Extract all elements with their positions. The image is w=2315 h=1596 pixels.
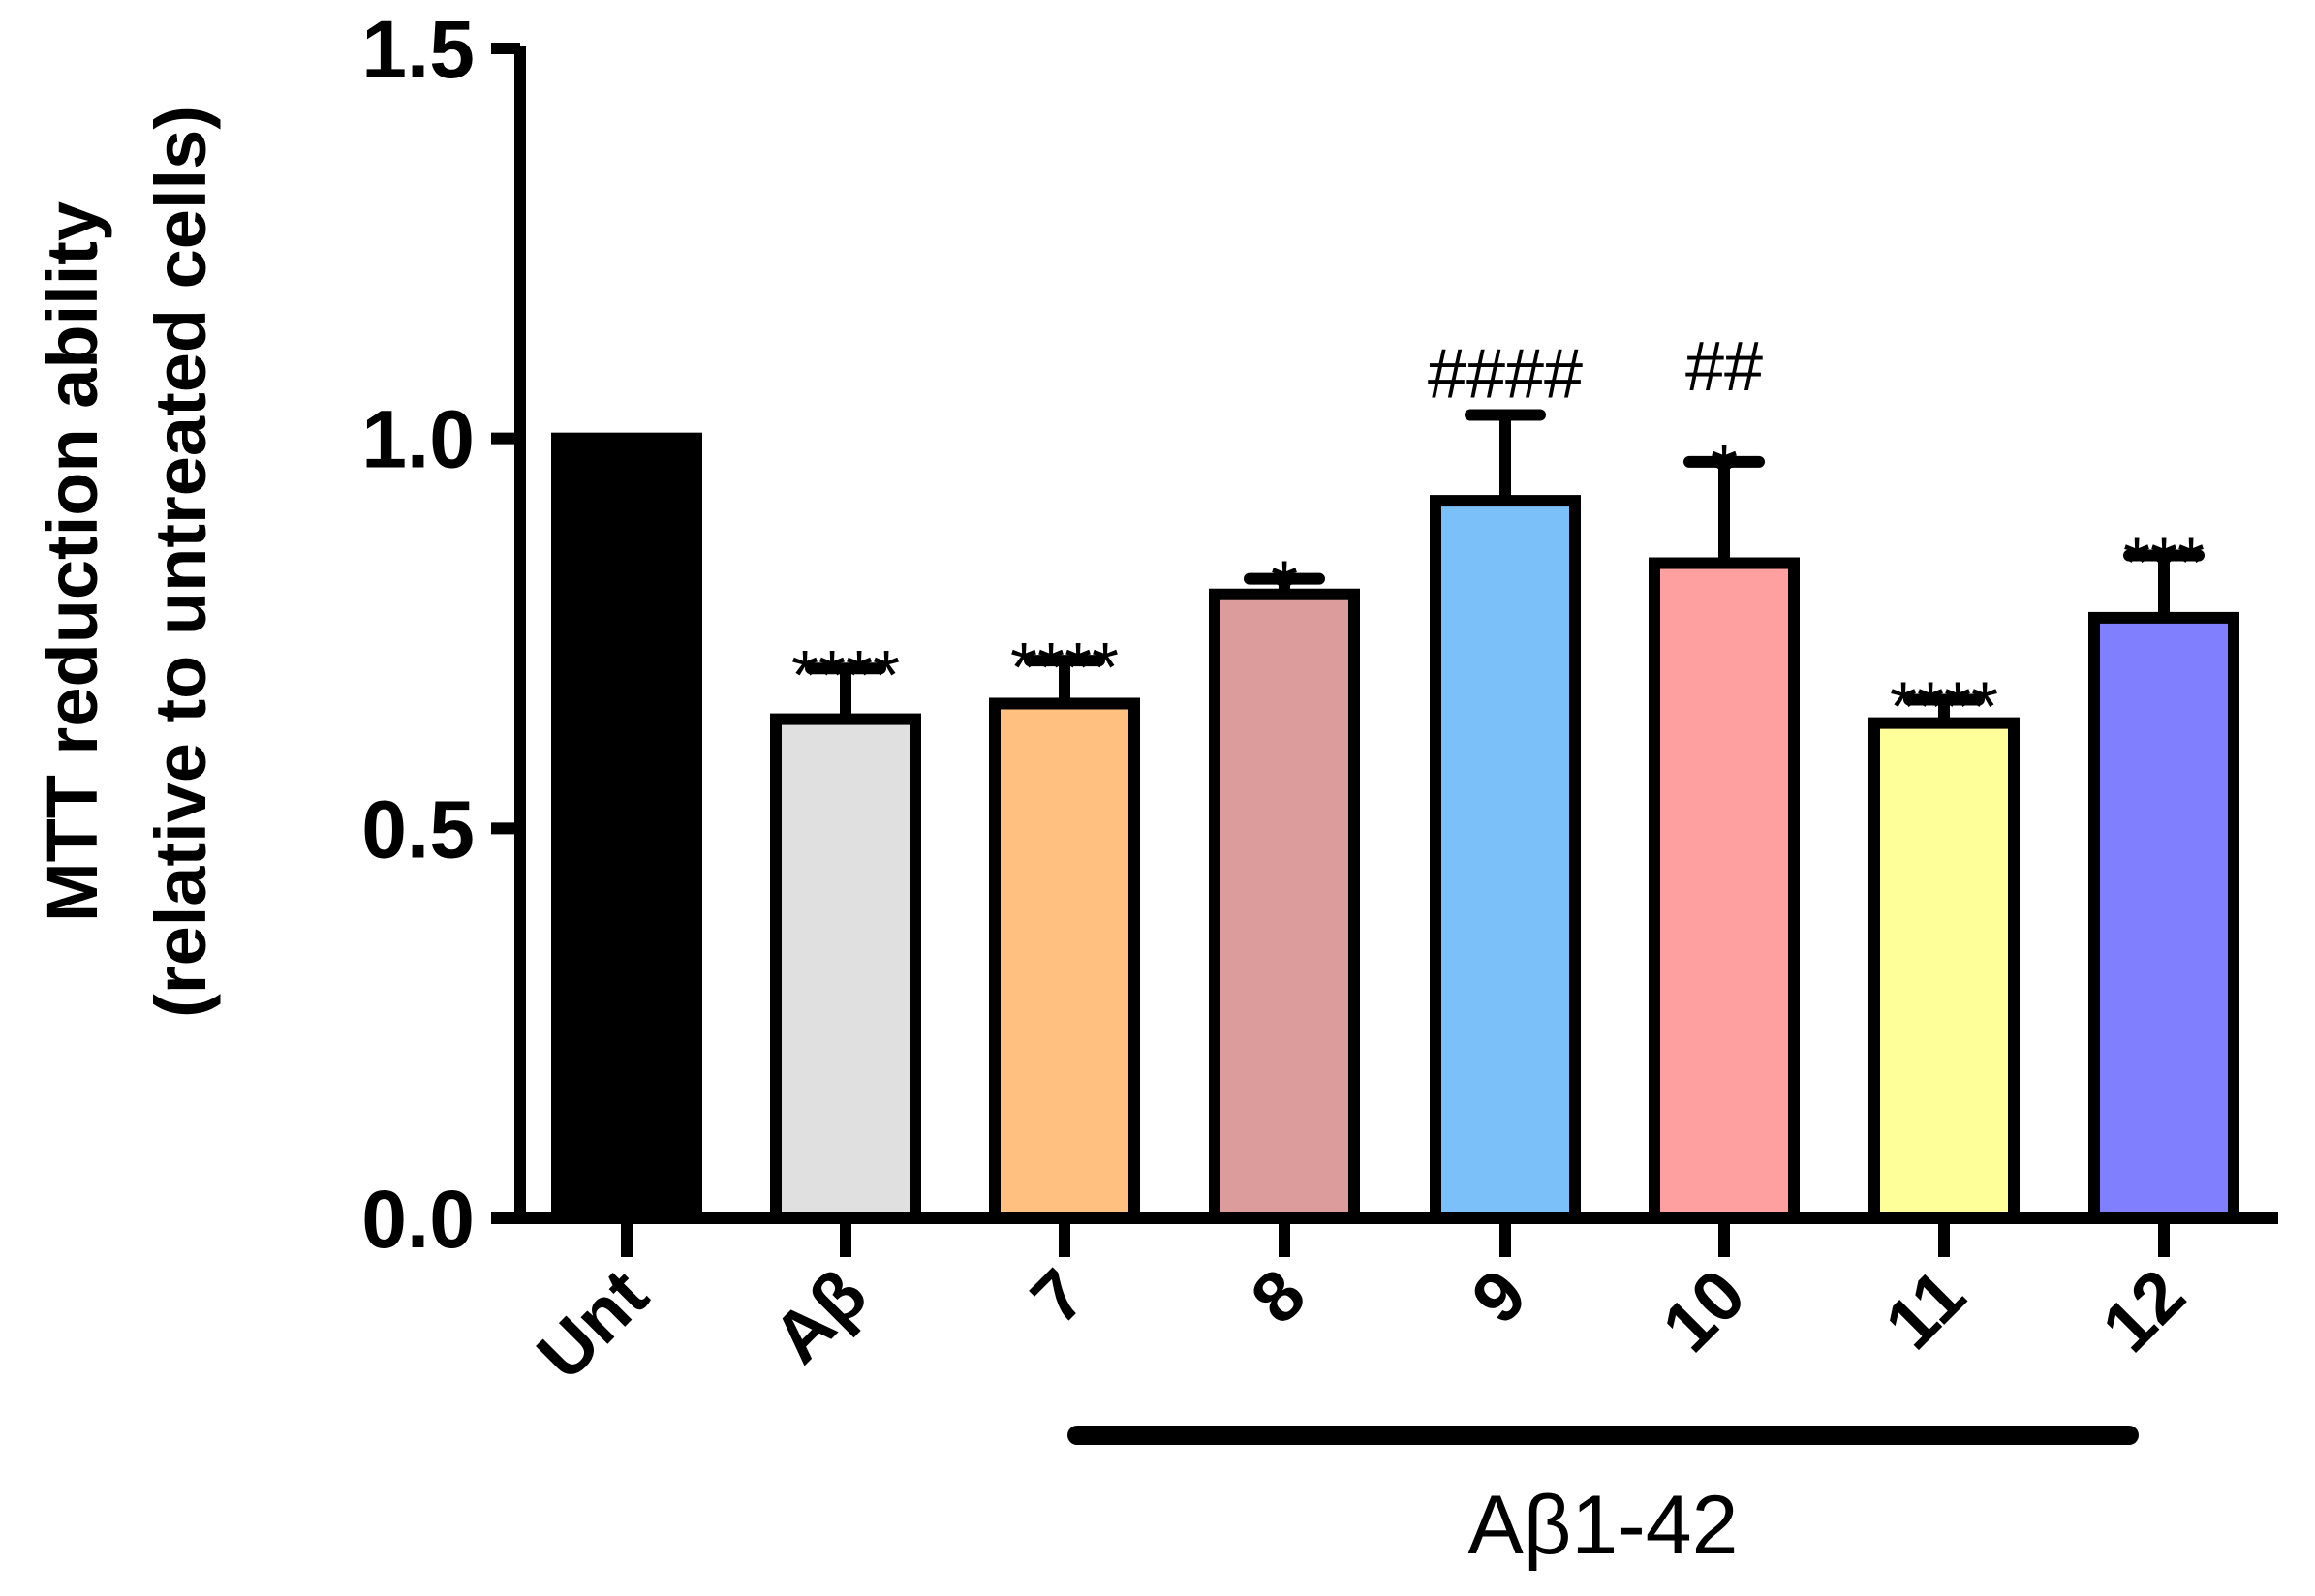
y-tick-label: 0.0: [361, 1174, 475, 1265]
x-tick-label-Aβ: Aβ: [757, 1254, 881, 1378]
y-tick-label: 1.0: [361, 394, 475, 485]
bar-10: [1654, 564, 1794, 1218]
bar-Unt: [557, 439, 696, 1218]
bar-8: [1215, 595, 1354, 1218]
y-axis-label: MTT reduction ability (relative to untre…: [32, 106, 221, 1018]
bar-chart: MTT reduction ability (relative to untre…: [0, 0, 2315, 1596]
bar-Aβ: [776, 720, 915, 1218]
bar-7: [995, 703, 1134, 1218]
x-tick-label-Unt: Unt: [521, 1254, 663, 1396]
significance-hash: ##: [1685, 328, 1763, 406]
y-axis-label-line2: (relative to untreated cells): [140, 106, 221, 1018]
significance-hash: ####: [1428, 336, 1583, 414]
x-tick-label-11: 11: [1869, 1254, 1980, 1365]
x-tick-label-8: 8: [1236, 1254, 1321, 1339]
x-tick-label-12: 12: [2086, 1254, 2200, 1367]
significance-stars: ****: [1010, 629, 1119, 707]
x-tick-label-9: 9: [1457, 1254, 1542, 1339]
y-axis-label-line1: MTT reduction ability: [32, 201, 112, 922]
x-ticks: Unt Aβ 7 8 9 10 11 12: [521, 1218, 2200, 1395]
significance-stars: ***: [2123, 524, 2205, 601]
y-ticks: 0.0 0.5 1.0 1.5: [361, 4, 520, 1265]
y-tick-label: 0.5: [361, 783, 475, 875]
y-tick-label: 1.5: [361, 4, 475, 95]
significance-stars: ****: [1890, 668, 1998, 746]
significance-stars: ****: [791, 637, 900, 715]
bar-12: [2094, 618, 2234, 1218]
bars: [557, 439, 2234, 1218]
significance-stars: *: [1711, 431, 1738, 508]
x-tick-label-10: 10: [1647, 1254, 1760, 1367]
bar-11: [1874, 723, 2014, 1218]
significance-stars: *: [1271, 548, 1298, 626]
x-tick-label-7: 7: [1016, 1254, 1101, 1339]
bar-9: [1435, 501, 1575, 1218]
group-label: Aβ1-42: [1468, 1479, 1739, 1572]
